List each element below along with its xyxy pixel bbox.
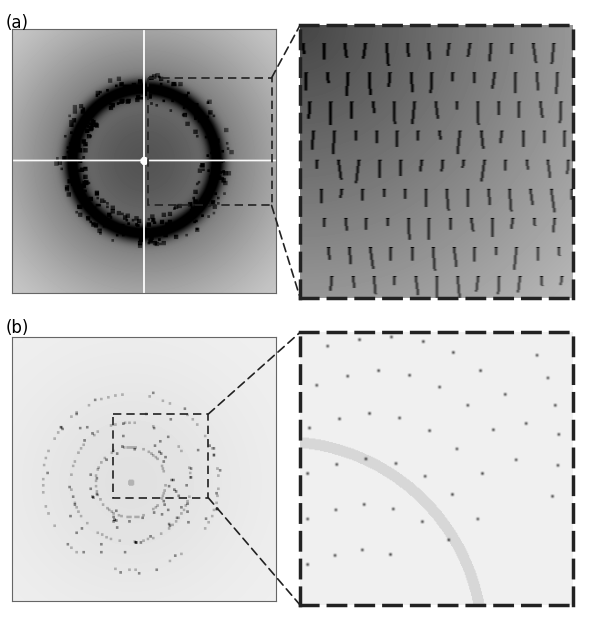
Text: (b): (b) [6, 319, 29, 337]
Bar [113, 414, 208, 498]
Bar [148, 78, 272, 206]
Text: (a): (a) [6, 14, 29, 32]
